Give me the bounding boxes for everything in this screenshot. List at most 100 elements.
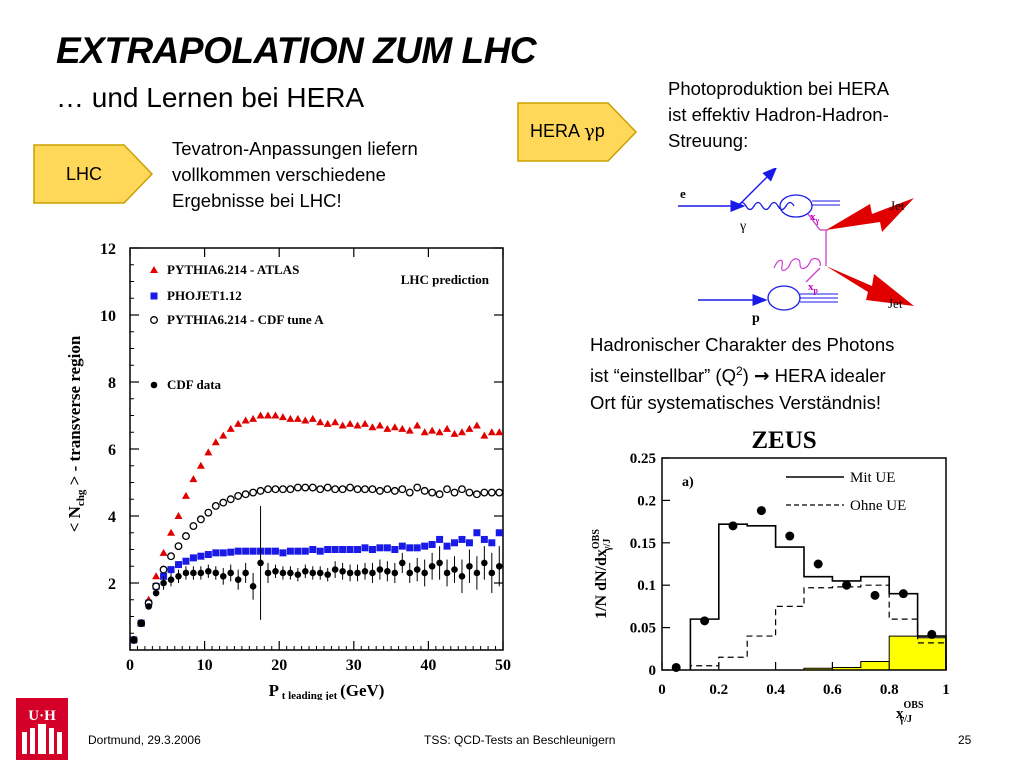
data-point — [324, 571, 331, 578]
data-point — [420, 486, 429, 495]
data-point — [443, 424, 452, 432]
lhc-arrow-label: LHC — [66, 164, 103, 184]
data-point — [219, 431, 228, 439]
data-point — [264, 547, 272, 555]
photoproduction-description: Photoproduktion bei HERA ist effektiv Ha… — [668, 76, 889, 154]
plot-frame — [129, 247, 504, 651]
data-point — [390, 486, 399, 495]
data-point — [398, 485, 407, 494]
data-point — [353, 485, 362, 494]
data-point — [189, 522, 198, 530]
x-tick-label: 30 — [346, 657, 362, 674]
zeus-x-tick-label: 0 — [658, 682, 666, 698]
data-point — [137, 619, 145, 627]
legend-marker — [150, 381, 158, 389]
data-point — [301, 547, 309, 555]
label-jet-2: Jet — [888, 296, 903, 311]
series-triangle — [129, 411, 504, 643]
data-point — [181, 532, 190, 541]
data-point — [384, 567, 391, 575]
proton-blob — [767, 285, 801, 311]
right-arrow-icon: → — [753, 366, 770, 388]
data-point — [204, 448, 213, 456]
photo-line-2: ist effektiv Hadron-Hadron- — [668, 104, 889, 125]
hera-arrow-label: HERA γp — [530, 121, 605, 142]
x-tick-label: 0 — [126, 657, 134, 674]
x-tick-label: 20 — [271, 657, 287, 674]
data-point — [428, 426, 437, 434]
data-point — [480, 535, 488, 543]
data-point — [302, 567, 309, 575]
data-point — [361, 544, 369, 552]
data-point — [391, 546, 399, 553]
data-point — [406, 544, 414, 552]
data-point — [458, 535, 466, 543]
data-point — [428, 562, 436, 570]
ohne-ue-histogram — [689, 584, 947, 670]
data-point — [249, 547, 257, 555]
data-point — [189, 475, 198, 483]
data-point — [293, 483, 302, 492]
legend-label: PYTHIA6.214 - ATLAS — [167, 262, 299, 277]
data-point — [196, 461, 205, 469]
data-point — [211, 502, 220, 510]
zeus-x-tick-label: 0.6 — [823, 682, 842, 698]
zeus-y-tick-label: 0.05 — [630, 621, 656, 637]
data-point — [398, 424, 407, 432]
data-point — [309, 569, 317, 577]
photo-line-1: Photoproduktion bei HERA — [668, 78, 890, 99]
data-point — [286, 485, 295, 494]
zeus-data-point — [813, 559, 823, 569]
data-point — [487, 488, 496, 497]
data-point — [375, 421, 384, 429]
data-point — [450, 488, 459, 497]
data-point — [234, 576, 242, 583]
data-point — [466, 562, 473, 570]
data-point — [167, 528, 176, 536]
data-point — [211, 438, 220, 446]
data-point — [457, 428, 466, 436]
data-point — [174, 561, 182, 569]
data-point — [465, 539, 473, 547]
data-point — [234, 419, 243, 427]
hadron-line-3: Ort für systematisches Verständnis! — [590, 392, 881, 414]
zeus-x-tick-label: 0.4 — [766, 682, 785, 698]
data-point — [278, 485, 287, 494]
data-point — [279, 569, 287, 577]
legend-marker — [150, 316, 158, 324]
data-point — [308, 483, 317, 492]
data-point — [249, 488, 258, 497]
data-point — [450, 429, 459, 437]
label-jet-1: Jet — [890, 198, 905, 213]
data-point — [324, 546, 332, 553]
lhc-prediction-chart: 01020304050246810120P t leading jet (GeV… — [65, 241, 511, 700]
data-point — [264, 569, 272, 577]
data-point — [242, 547, 250, 555]
data-point — [331, 566, 339, 573]
hadronic-character-description: Hadronischer Charakter des Photons ist “… — [590, 332, 894, 416]
hera-arrow-shape — [517, 102, 638, 162]
y-axis-label: < Nchg > - transverse region — [65, 335, 87, 532]
data-point — [316, 418, 325, 426]
zeus-y-tick-label: 0.15 — [630, 536, 656, 552]
x-gamma-line — [807, 213, 821, 231]
lhc-arrow-shape — [33, 144, 154, 204]
data-point — [278, 413, 287, 421]
lhc-prediction-annotation: LHC prediction — [401, 272, 490, 287]
data-point — [451, 539, 459, 547]
data-point — [130, 636, 138, 644]
data-point — [495, 428, 504, 436]
zeus-x-tick-label: 0.8 — [880, 682, 899, 698]
label-x-p: xp — [808, 281, 819, 295]
slide-subtitle: … und Lernen bei HERA — [56, 82, 365, 113]
x-tick-label: 40 — [420, 657, 436, 674]
data-point — [465, 424, 474, 432]
series-open-circle — [129, 483, 504, 644]
data-point — [294, 547, 302, 555]
data-point — [301, 483, 310, 492]
zeus-y-tick-label: 0 — [649, 663, 657, 679]
data-point — [242, 569, 249, 577]
zeus-x-tick-label: 0.2 — [709, 682, 728, 698]
data-point — [443, 485, 451, 494]
zeus-data-point — [898, 589, 908, 599]
